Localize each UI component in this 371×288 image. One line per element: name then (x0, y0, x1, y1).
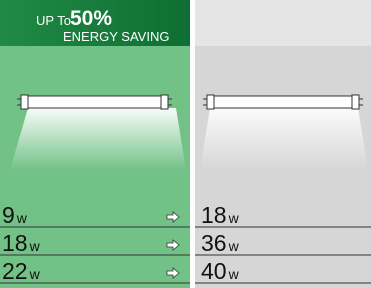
unit: w (16, 210, 28, 226)
header-label: ENERGY SAVING (63, 29, 169, 44)
unit: w (228, 238, 240, 254)
comparison-graphic: UP To 50% ENERGY SAVING 9w18w18w36w22w40… (0, 0, 371, 288)
header-prefix: UP To (36, 13, 71, 28)
led-wattage-value: 18 (2, 230, 28, 256)
unit: w (228, 266, 240, 282)
header-percent: 50% (70, 7, 112, 30)
light-beam (10, 108, 186, 170)
led-wattage-value: 9 (2, 202, 15, 228)
unit: w (228, 210, 240, 226)
old-wattage-value: 40 (201, 258, 227, 284)
light-beam (200, 108, 368, 170)
unit: w (29, 266, 41, 282)
led-tube (17, 95, 172, 109)
unit: w (29, 238, 41, 254)
header-grey (195, 0, 371, 46)
fluorescent-tube (203, 95, 363, 109)
old-wattage-value: 18 (201, 202, 227, 228)
old-wattage-value: 36 (201, 230, 227, 256)
led-wattage-value: 22 (2, 258, 28, 284)
